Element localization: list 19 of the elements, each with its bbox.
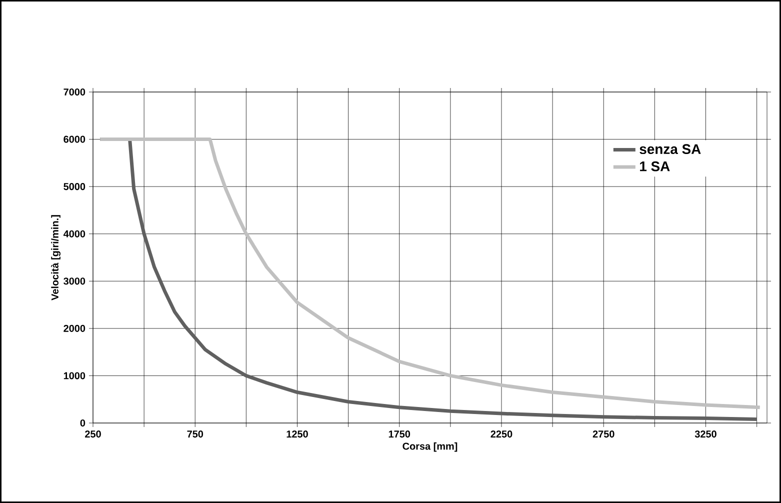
x-tick-label: 2250 xyxy=(490,430,512,438)
legend-label: 1 SA xyxy=(640,161,670,172)
y-tick-label: 5000 xyxy=(64,183,86,190)
y-tick-label: 7000 xyxy=(64,88,86,96)
y-tick-label: 3000 xyxy=(64,278,86,285)
x-tick-label: 1750 xyxy=(388,430,410,438)
x-tick-label: 250 xyxy=(85,430,101,438)
x-tick-label: 3250 xyxy=(694,430,716,438)
x-axis-title: Corsa [mm] xyxy=(402,442,458,452)
x-tick-label: 1250 xyxy=(286,430,308,438)
legend-label: senza SA xyxy=(640,144,701,154)
y-tick-label: 0 xyxy=(80,419,86,427)
y-tick-label: 4000 xyxy=(63,230,86,238)
y-tick-label: 1000 xyxy=(64,372,86,380)
x-tick-label: 2750 xyxy=(592,430,614,438)
x-tick-label: 750 xyxy=(187,430,204,438)
y-tick-label: 6000 xyxy=(64,136,86,143)
y-axis-title: Velocità [giri/min.] xyxy=(51,215,60,300)
y-tick-label: 2000 xyxy=(64,324,86,332)
